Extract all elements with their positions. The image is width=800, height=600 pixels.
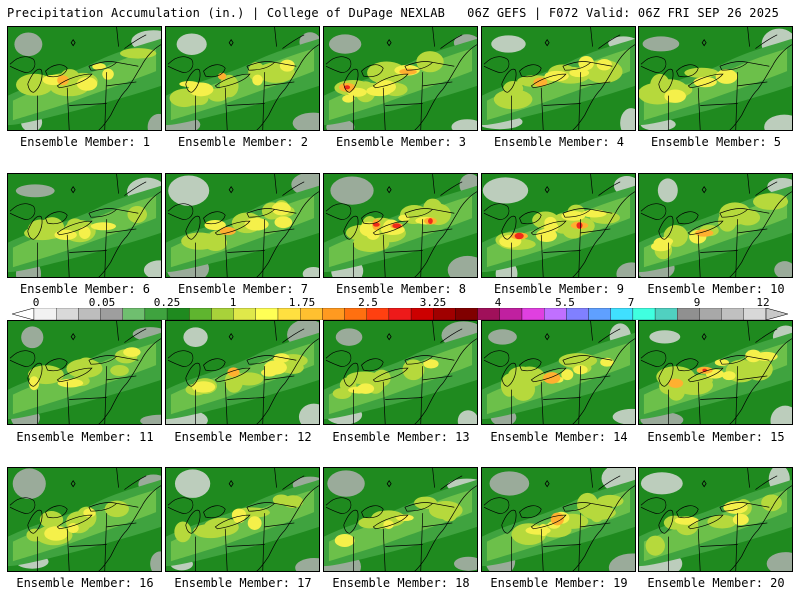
colorbar-segment xyxy=(654,308,678,320)
ensemble-member-label: Ensemble Member: 1 xyxy=(19,135,151,149)
colorbar-segment xyxy=(33,308,57,320)
ensemble-member-label: Ensemble Member: 10 xyxy=(647,282,785,296)
ensemble-member-label: Ensemble Member: 13 xyxy=(332,430,470,444)
precip-colorbar xyxy=(12,308,788,320)
colorbar-tick-label: 0.25 xyxy=(153,296,181,309)
ensemble-member-map xyxy=(165,173,320,278)
ensemble-member-map xyxy=(7,320,162,425)
colorbar-segment xyxy=(499,308,523,320)
header-title: Precipitation Accumulation (in.) | Colle… xyxy=(7,6,446,20)
ensemble-member-label: Ensemble Member: 18 xyxy=(332,576,470,590)
ensemble-member-map xyxy=(323,173,478,278)
colorbar-segment xyxy=(344,308,367,320)
colorbar-segment xyxy=(189,308,212,320)
colorbar-segment xyxy=(366,308,390,320)
header-run-info: 06Z GEFS | F072 Valid: 06Z FRI SEP 26 20… xyxy=(467,6,779,20)
colorbar-segment xyxy=(433,308,456,320)
colorbar-segment xyxy=(477,308,500,320)
ensemble-member-map xyxy=(481,467,636,572)
colorbar-tick-label: 2.5 xyxy=(358,296,378,309)
ensemble-member-map xyxy=(323,320,478,425)
colorbar-segment xyxy=(100,308,123,320)
ensemble-member-map xyxy=(165,26,320,131)
colorbar-arrow-right xyxy=(765,308,788,320)
ensemble-member-map xyxy=(7,26,162,131)
ensemble-member-map xyxy=(7,467,162,572)
ensemble-member-label: Ensemble Member: 16 xyxy=(16,576,154,590)
ensemble-member-label: Ensemble Member: 8 xyxy=(335,282,467,296)
colorbar-segment xyxy=(544,308,567,320)
colorbar-tick-label: 7 xyxy=(627,296,635,309)
colorbar-segment xyxy=(388,308,412,320)
ensemble-member-map xyxy=(323,26,478,131)
ensemble-member-map xyxy=(165,320,320,425)
ensemble-member-map xyxy=(481,320,636,425)
colorbar-segment xyxy=(521,308,545,320)
colorbar-segment xyxy=(588,308,611,320)
ensemble-member-label: Ensemble Member: 3 xyxy=(335,135,467,149)
colorbar-segment xyxy=(566,308,589,320)
colorbar-tick-label: 1.75 xyxy=(288,296,316,309)
colorbar-tick-label: 0 xyxy=(32,296,40,309)
colorbar-segment xyxy=(300,308,323,320)
colorbar-tick-label: 1 xyxy=(229,296,237,309)
ensemble-member-label: Ensemble Member: 14 xyxy=(490,430,628,444)
ensemble-member-label: Ensemble Member: 4 xyxy=(493,135,625,149)
colorbar-tick-label: 4 xyxy=(494,296,502,309)
ensemble-member-label: Ensemble Member: 20 xyxy=(647,576,785,590)
colorbar-segment xyxy=(56,308,79,320)
colorbar-segment xyxy=(610,308,634,320)
colorbar-segment xyxy=(743,308,767,320)
ensemble-member-map xyxy=(481,173,636,278)
colorbar-segment xyxy=(122,308,146,320)
ensemble-member-label: Ensemble Member: 12 xyxy=(174,430,312,444)
colorbar-arrow-left xyxy=(12,308,35,320)
ensemble-member-label: Ensemble Member: 6 xyxy=(19,282,151,296)
ensemble-member-label: Ensemble Member: 5 xyxy=(650,135,782,149)
ensemble-member-label: Ensemble Member: 2 xyxy=(177,135,309,149)
colorbar-segment xyxy=(322,308,345,320)
ensemble-member-label: Ensemble Member: 9 xyxy=(493,282,625,296)
ensemble-member-label: Ensemble Member: 7 xyxy=(177,282,309,296)
colorbar-segment xyxy=(721,308,744,320)
colorbar-segment xyxy=(166,308,190,320)
colorbar-segment xyxy=(78,308,101,320)
ensemble-member-map xyxy=(323,467,478,572)
colorbar-segment xyxy=(632,308,656,320)
ensemble-member-label: Ensemble Member: 11 xyxy=(16,430,154,444)
colorbar-segment xyxy=(455,308,478,320)
ensemble-member-map xyxy=(481,26,636,131)
colorbar-tick-label: 3.25 xyxy=(419,296,447,309)
ensemble-member-map xyxy=(638,173,793,278)
colorbar-segment xyxy=(699,308,722,320)
colorbar-segment xyxy=(277,308,301,320)
colorbar-tick-label: 12 xyxy=(756,296,770,309)
ensemble-member-map xyxy=(638,320,793,425)
ensemble-member-label: Ensemble Member: 17 xyxy=(174,576,312,590)
colorbar-segment xyxy=(255,308,279,320)
ensemble-member-map xyxy=(165,467,320,572)
ensemble-member-label: Ensemble Member: 19 xyxy=(490,576,628,590)
ensemble-member-map xyxy=(638,467,793,572)
ensemble-member-map xyxy=(7,173,162,278)
ensemble-member-label: Ensemble Member: 15 xyxy=(647,430,785,444)
colorbar-tick-label: 0.05 xyxy=(88,296,116,309)
colorbar-segment xyxy=(211,308,234,320)
colorbar-segment xyxy=(410,308,434,320)
colorbar-tick-label: 5.5 xyxy=(555,296,575,309)
colorbar-segment xyxy=(144,308,168,320)
colorbar-segment xyxy=(677,308,700,320)
ensemble-member-map xyxy=(638,26,793,131)
colorbar-segment xyxy=(233,308,256,320)
colorbar-tick-label: 9 xyxy=(693,296,701,309)
